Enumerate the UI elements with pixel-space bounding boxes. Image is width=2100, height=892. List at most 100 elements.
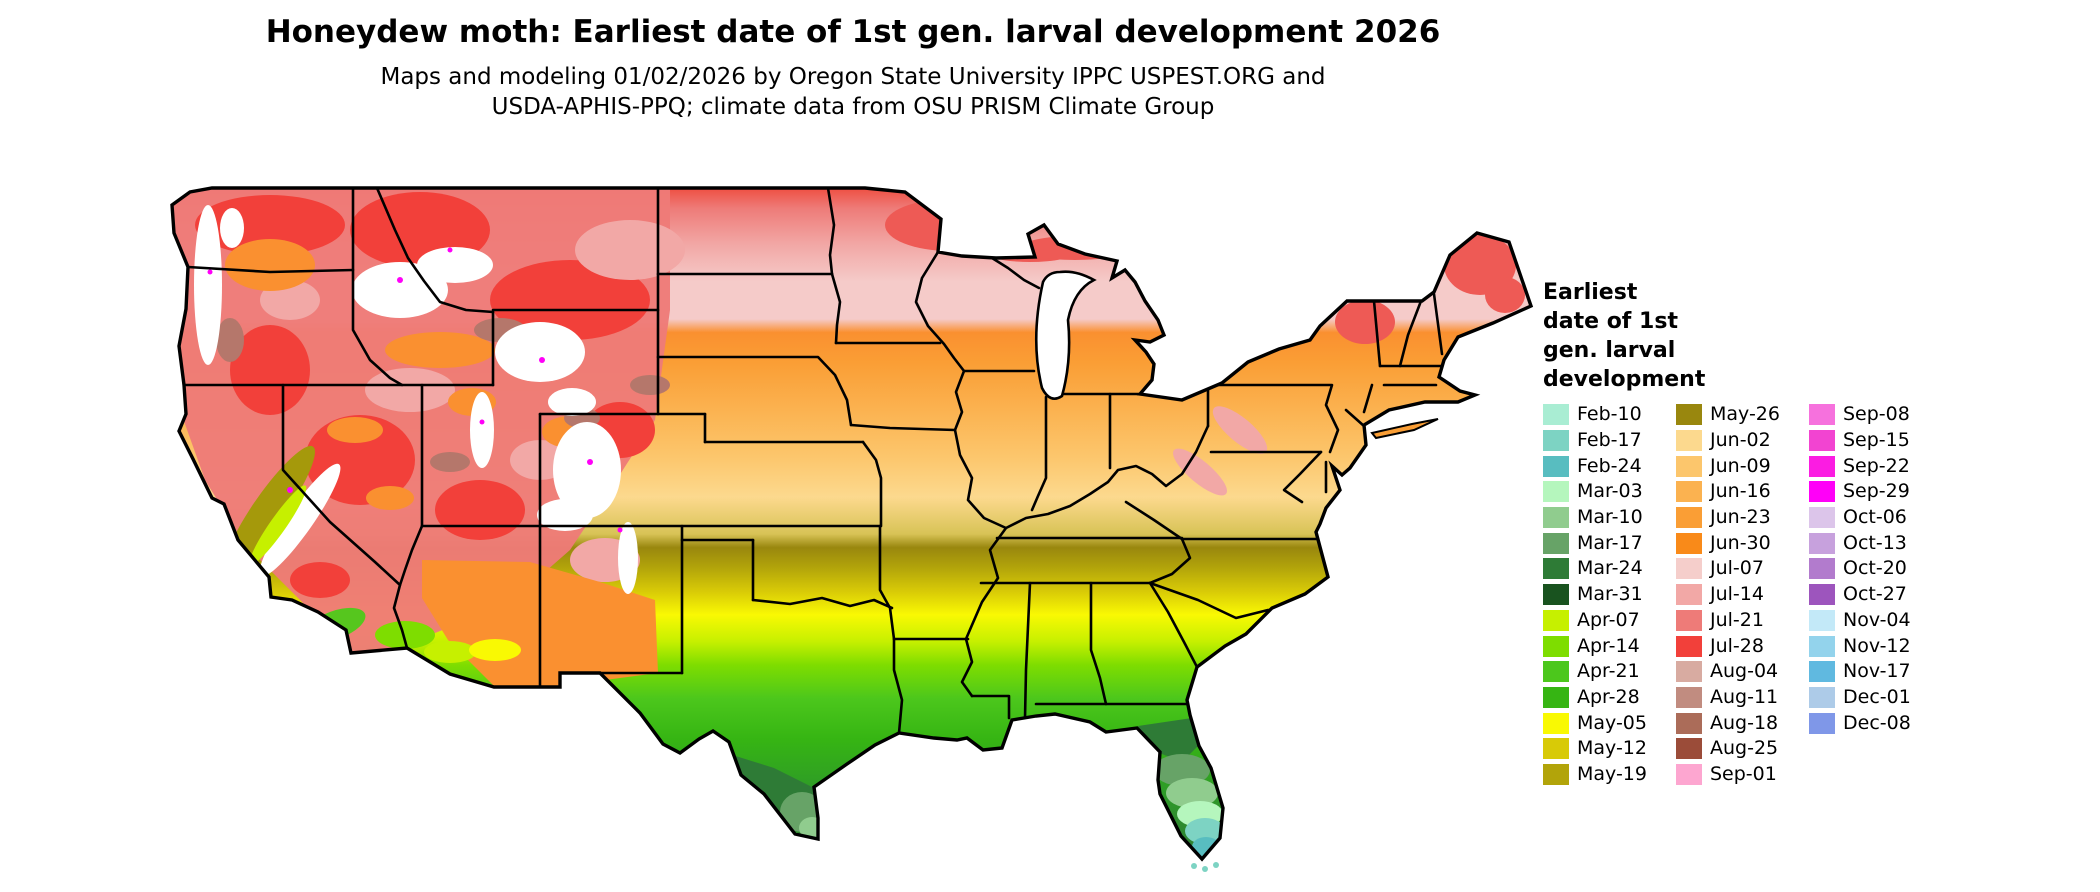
- legend-item: Sep-08: [1809, 402, 1942, 428]
- page-title: Honeydew moth: Earliest date of 1st gen.…: [265, 14, 1441, 50]
- legend-item: Nov-12: [1809, 633, 1942, 659]
- legend-label: Jul-28: [1710, 634, 1764, 657]
- legend-item: Apr-21: [1543, 659, 1676, 685]
- legend-label: Nov-17: [1843, 660, 1911, 683]
- legend-label: Jun-09: [1710, 454, 1771, 477]
- legend-item: Jun-16: [1676, 479, 1809, 505]
- legend-label: Dec-08: [1843, 711, 1911, 734]
- florida-keys: [1191, 862, 1219, 872]
- az-desert-green: [375, 621, 435, 649]
- legend-swatch: [1676, 507, 1702, 529]
- legend-item: Nov-04: [1809, 608, 1942, 634]
- ca-central-valley: [225, 445, 315, 571]
- legend-item: Mar-10: [1543, 505, 1676, 531]
- legend-swatch: [1543, 712, 1569, 734]
- legend-swatch: [1809, 584, 1835, 606]
- map-legend: Earliest date of 1st gen. larval develop…: [1543, 278, 2083, 785]
- us-map: [150, 130, 1540, 892]
- legend-label: Feb-17: [1577, 429, 1642, 452]
- legend-label: Sep-01: [1710, 762, 1777, 785]
- legend-swatch: [1543, 763, 1569, 785]
- legend-item: Aug-04: [1676, 659, 1809, 685]
- subtitle-line-2: USDA-APHIS-PPQ; climate data from OSU PR…: [491, 94, 1215, 120]
- legend-swatch: [1676, 584, 1702, 606]
- legend-item: Mar-31: [1543, 582, 1676, 608]
- legend-swatch: [1809, 481, 1835, 503]
- legend-item: Jul-21: [1676, 608, 1809, 634]
- legend-label: Mar-31: [1577, 583, 1643, 606]
- legend-swatch: [1676, 712, 1702, 734]
- legend-swatch: [1809, 532, 1835, 554]
- legend-item: Feb-10: [1543, 402, 1676, 428]
- legend-label: Nov-04: [1843, 608, 1911, 631]
- legend-label: Mar-10: [1577, 506, 1643, 529]
- legend-item: Jun-09: [1676, 453, 1809, 479]
- legend-column-1: Feb-10 Feb-17 Feb-24 Mar-03 Mar-10 Mar-17 Mar-…: [1543, 402, 1676, 787]
- legend-item: Sep-22: [1809, 453, 1942, 479]
- legend-swatch: [1809, 558, 1835, 580]
- legend-label: Jun-30: [1710, 531, 1771, 554]
- legend-column-3: Sep-08 Sep-15 Sep-22 Sep-29 Oct-06 Oct-13 Oct-…: [1809, 402, 1942, 787]
- legend-item: Aug-11: [1676, 685, 1809, 711]
- legend-label: Jun-23: [1710, 506, 1771, 529]
- legend-label: Feb-24: [1577, 454, 1642, 477]
- legend-label: Oct-06: [1843, 506, 1907, 529]
- legend-label: Oct-13: [1843, 531, 1907, 554]
- legend-column-2: May-26 Jun-02 Jun-09 Jun-16 Jun-23 Jun-30 Jul-…: [1676, 402, 1809, 787]
- legend-swatch: [1543, 738, 1569, 760]
- legend-label: Apr-07: [1577, 608, 1640, 631]
- legend-swatch: [1809, 609, 1835, 631]
- legend-item: May-19: [1543, 762, 1676, 788]
- legend-item: Jun-02: [1676, 428, 1809, 454]
- legend-label: Jul-21: [1710, 608, 1764, 631]
- legend-swatch: [1676, 763, 1702, 785]
- legend-item: May-05: [1543, 710, 1676, 736]
- legend-swatch: [1676, 635, 1702, 657]
- legend-swatch: [1543, 455, 1569, 477]
- legend-swatch: [1543, 430, 1569, 452]
- legend-swatch: [1676, 455, 1702, 477]
- legend-swatch: [1543, 481, 1569, 503]
- legend-item: Jul-07: [1676, 556, 1809, 582]
- legend-swatch: [1676, 430, 1702, 452]
- legend-item: Oct-06: [1809, 505, 1942, 531]
- legend-item: May-26: [1676, 402, 1809, 428]
- appalachian-pink: [1173, 406, 1268, 496]
- legend-swatch: [1676, 661, 1702, 683]
- legend-label: Aug-04: [1710, 660, 1779, 683]
- legend-label: Nov-12: [1843, 634, 1911, 657]
- legend-label: Sep-15: [1843, 429, 1910, 452]
- legend-item: Mar-17: [1543, 530, 1676, 556]
- legend-swatch: [1809, 455, 1835, 477]
- legend-label: Dec-01: [1843, 685, 1911, 708]
- us-map-svg: [170, 186, 1533, 872]
- legend-item: May-12: [1543, 736, 1676, 762]
- legend-label: Mar-03: [1577, 480, 1643, 503]
- magenta-specks: [207, 247, 623, 533]
- legend-title: Earliest date of 1st gen. larval develop…: [1543, 280, 1706, 392]
- legend-item: Sep-15: [1809, 428, 1942, 454]
- az-desert-yellow: [469, 639, 521, 661]
- state-borders: [182, 188, 1444, 735]
- legend-label: Aug-25: [1710, 737, 1779, 760]
- subtitle-line-1: Maps and modeling 01/02/2026 by Oregon S…: [380, 64, 1326, 90]
- legend-item: Mar-24: [1543, 556, 1676, 582]
- legend-columns: Feb-10 Feb-17 Feb-24 Mar-03 Mar-10 Mar-17 Mar-…: [1543, 402, 1942, 787]
- legend-swatch: [1809, 686, 1835, 708]
- legend-item: Oct-27: [1809, 582, 1942, 608]
- legend-item: Apr-07: [1543, 608, 1676, 634]
- legend-swatch: [1809, 661, 1835, 683]
- legend-item: Apr-14: [1543, 633, 1676, 659]
- legend-swatch: [1676, 404, 1702, 426]
- legend-swatch: [1809, 430, 1835, 452]
- subtitle: Maps and modeling 01/02/2026 by Oregon S…: [0, 62, 1706, 122]
- legend-swatch: [1543, 404, 1569, 426]
- legend-item: Feb-24: [1543, 453, 1676, 479]
- legend-item: Jul-14: [1676, 582, 1809, 608]
- legend-label: Oct-20: [1843, 557, 1907, 580]
- mountain-nodata-patches: [194, 205, 638, 594]
- legend-label: Apr-28: [1577, 685, 1640, 708]
- legend-item: Sep-29: [1809, 479, 1942, 505]
- legend-swatch: [1543, 635, 1569, 657]
